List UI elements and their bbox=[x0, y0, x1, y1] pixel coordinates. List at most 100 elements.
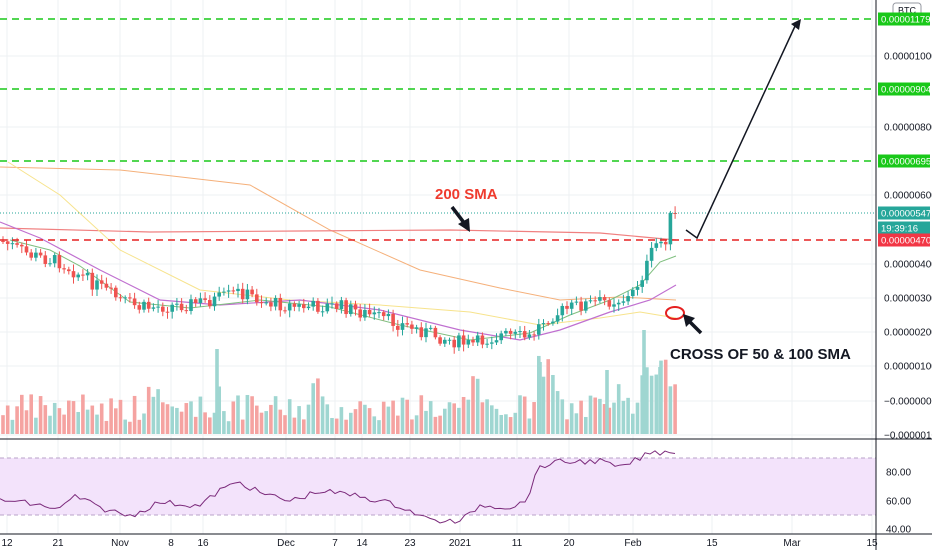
volume-bar bbox=[283, 415, 287, 434]
time-tick-label: 20 bbox=[563, 538, 575, 549]
candle-body bbox=[358, 309, 362, 318]
candle-body bbox=[551, 321, 555, 324]
volume-bar bbox=[658, 367, 662, 434]
volume-bar bbox=[189, 401, 193, 434]
candle-body bbox=[391, 313, 395, 326]
candle-body bbox=[85, 272, 90, 276]
candle-body bbox=[372, 312, 377, 315]
volume-bar bbox=[513, 412, 518, 434]
volume-bar bbox=[67, 400, 71, 434]
sma200-annotation[interactable]: 200 SMA bbox=[435, 186, 498, 203]
candle-body bbox=[367, 309, 372, 315]
price-box-label: 19:39:16 bbox=[881, 224, 918, 235]
candle-body bbox=[522, 331, 527, 338]
candle-body bbox=[104, 283, 109, 288]
volume-bar bbox=[57, 408, 62, 434]
candle-body bbox=[259, 302, 264, 304]
volume-bar bbox=[649, 375, 654, 434]
candle-body bbox=[584, 301, 588, 311]
volume-bar bbox=[34, 417, 38, 434]
volume-bar bbox=[588, 395, 593, 434]
volume-bar bbox=[15, 406, 19, 434]
candle-body bbox=[24, 246, 29, 253]
volume-bar bbox=[532, 402, 536, 434]
volume-bar bbox=[132, 395, 137, 434]
candle-body bbox=[264, 302, 268, 304]
volume-bar bbox=[538, 362, 542, 434]
volume-bar bbox=[494, 408, 499, 434]
candle-body bbox=[179, 303, 184, 311]
volume-bar bbox=[24, 410, 29, 434]
candle-body bbox=[43, 255, 48, 264]
volume-bar bbox=[339, 407, 344, 434]
candle-body bbox=[654, 243, 659, 248]
candle-body bbox=[330, 303, 334, 305]
volume-bar bbox=[118, 399, 123, 434]
rsi-tick-label: 20.00 bbox=[886, 0, 911, 3]
time-tick-label: 7 bbox=[332, 538, 338, 549]
time-tick-label: 15 bbox=[866, 538, 878, 549]
cross-annotation[interactable]: CROSS OF 50 & 100 SMA bbox=[670, 346, 851, 363]
volume-bar bbox=[673, 384, 677, 434]
volume-bar bbox=[109, 398, 113, 434]
candle-body bbox=[128, 297, 132, 299]
volume-bar bbox=[631, 413, 635, 434]
candle-body bbox=[278, 297, 283, 311]
volume-bar bbox=[151, 396, 156, 434]
projection-path[interactable] bbox=[685, 23, 797, 240]
candle-body bbox=[325, 303, 330, 312]
candle-body bbox=[184, 310, 189, 312]
candle-body bbox=[5, 241, 10, 244]
time-tick-label: 2021 bbox=[449, 538, 472, 549]
candle-body bbox=[466, 340, 471, 345]
cross-highlight-circle[interactable] bbox=[665, 306, 685, 320]
candle-body bbox=[255, 294, 259, 303]
price-tick-label: 0.00001000 bbox=[884, 52, 932, 63]
volume-bar bbox=[278, 409, 283, 434]
volume-bar bbox=[405, 399, 409, 434]
rsi-line-layer bbox=[0, 450, 676, 524]
candle-body bbox=[15, 243, 19, 245]
candle-body bbox=[659, 241, 663, 244]
candle-body bbox=[311, 300, 315, 307]
price-box-label: 0.00000904 bbox=[881, 85, 931, 96]
candle-body bbox=[99, 280, 104, 284]
price-tick-label: 0.00000800 bbox=[884, 123, 932, 134]
time-tick-label: 14 bbox=[356, 538, 368, 549]
candle-body bbox=[438, 337, 442, 344]
volume-bar bbox=[146, 386, 151, 434]
volume-bar bbox=[396, 415, 400, 434]
rsi-line bbox=[0, 450, 676, 524]
candle-body bbox=[616, 302, 621, 305]
volume-bar bbox=[381, 401, 386, 434]
volume-bar bbox=[179, 411, 184, 434]
candle-body bbox=[240, 288, 245, 300]
candle-body bbox=[419, 327, 424, 338]
volume-bar bbox=[226, 421, 231, 434]
candle-body bbox=[292, 303, 297, 307]
volume-bar bbox=[62, 414, 66, 434]
candle-body bbox=[663, 241, 668, 245]
candle-body bbox=[316, 300, 320, 312]
volume-bar bbox=[443, 408, 447, 434]
volume-bars bbox=[1, 330, 677, 434]
candle-body bbox=[29, 252, 33, 258]
candle-body bbox=[541, 323, 546, 325]
candle-body bbox=[38, 252, 43, 256]
candle-body bbox=[396, 325, 400, 330]
volume-bar bbox=[320, 396, 325, 434]
volume-bar bbox=[29, 394, 33, 434]
candle-body bbox=[245, 289, 250, 300]
volume-bar bbox=[245, 394, 250, 434]
price-tick-label: −0.00000000 bbox=[884, 397, 932, 408]
volume-bar bbox=[642, 330, 646, 434]
candle-body bbox=[626, 296, 630, 302]
volume-bar bbox=[433, 416, 438, 434]
volume-bar bbox=[302, 419, 306, 434]
candle-body bbox=[414, 327, 419, 329]
volume-bar bbox=[367, 408, 372, 434]
time-tick-label: 8 bbox=[168, 538, 174, 549]
candle-body bbox=[10, 243, 15, 245]
volume-bar bbox=[217, 386, 221, 434]
candle-body bbox=[123, 297, 127, 299]
